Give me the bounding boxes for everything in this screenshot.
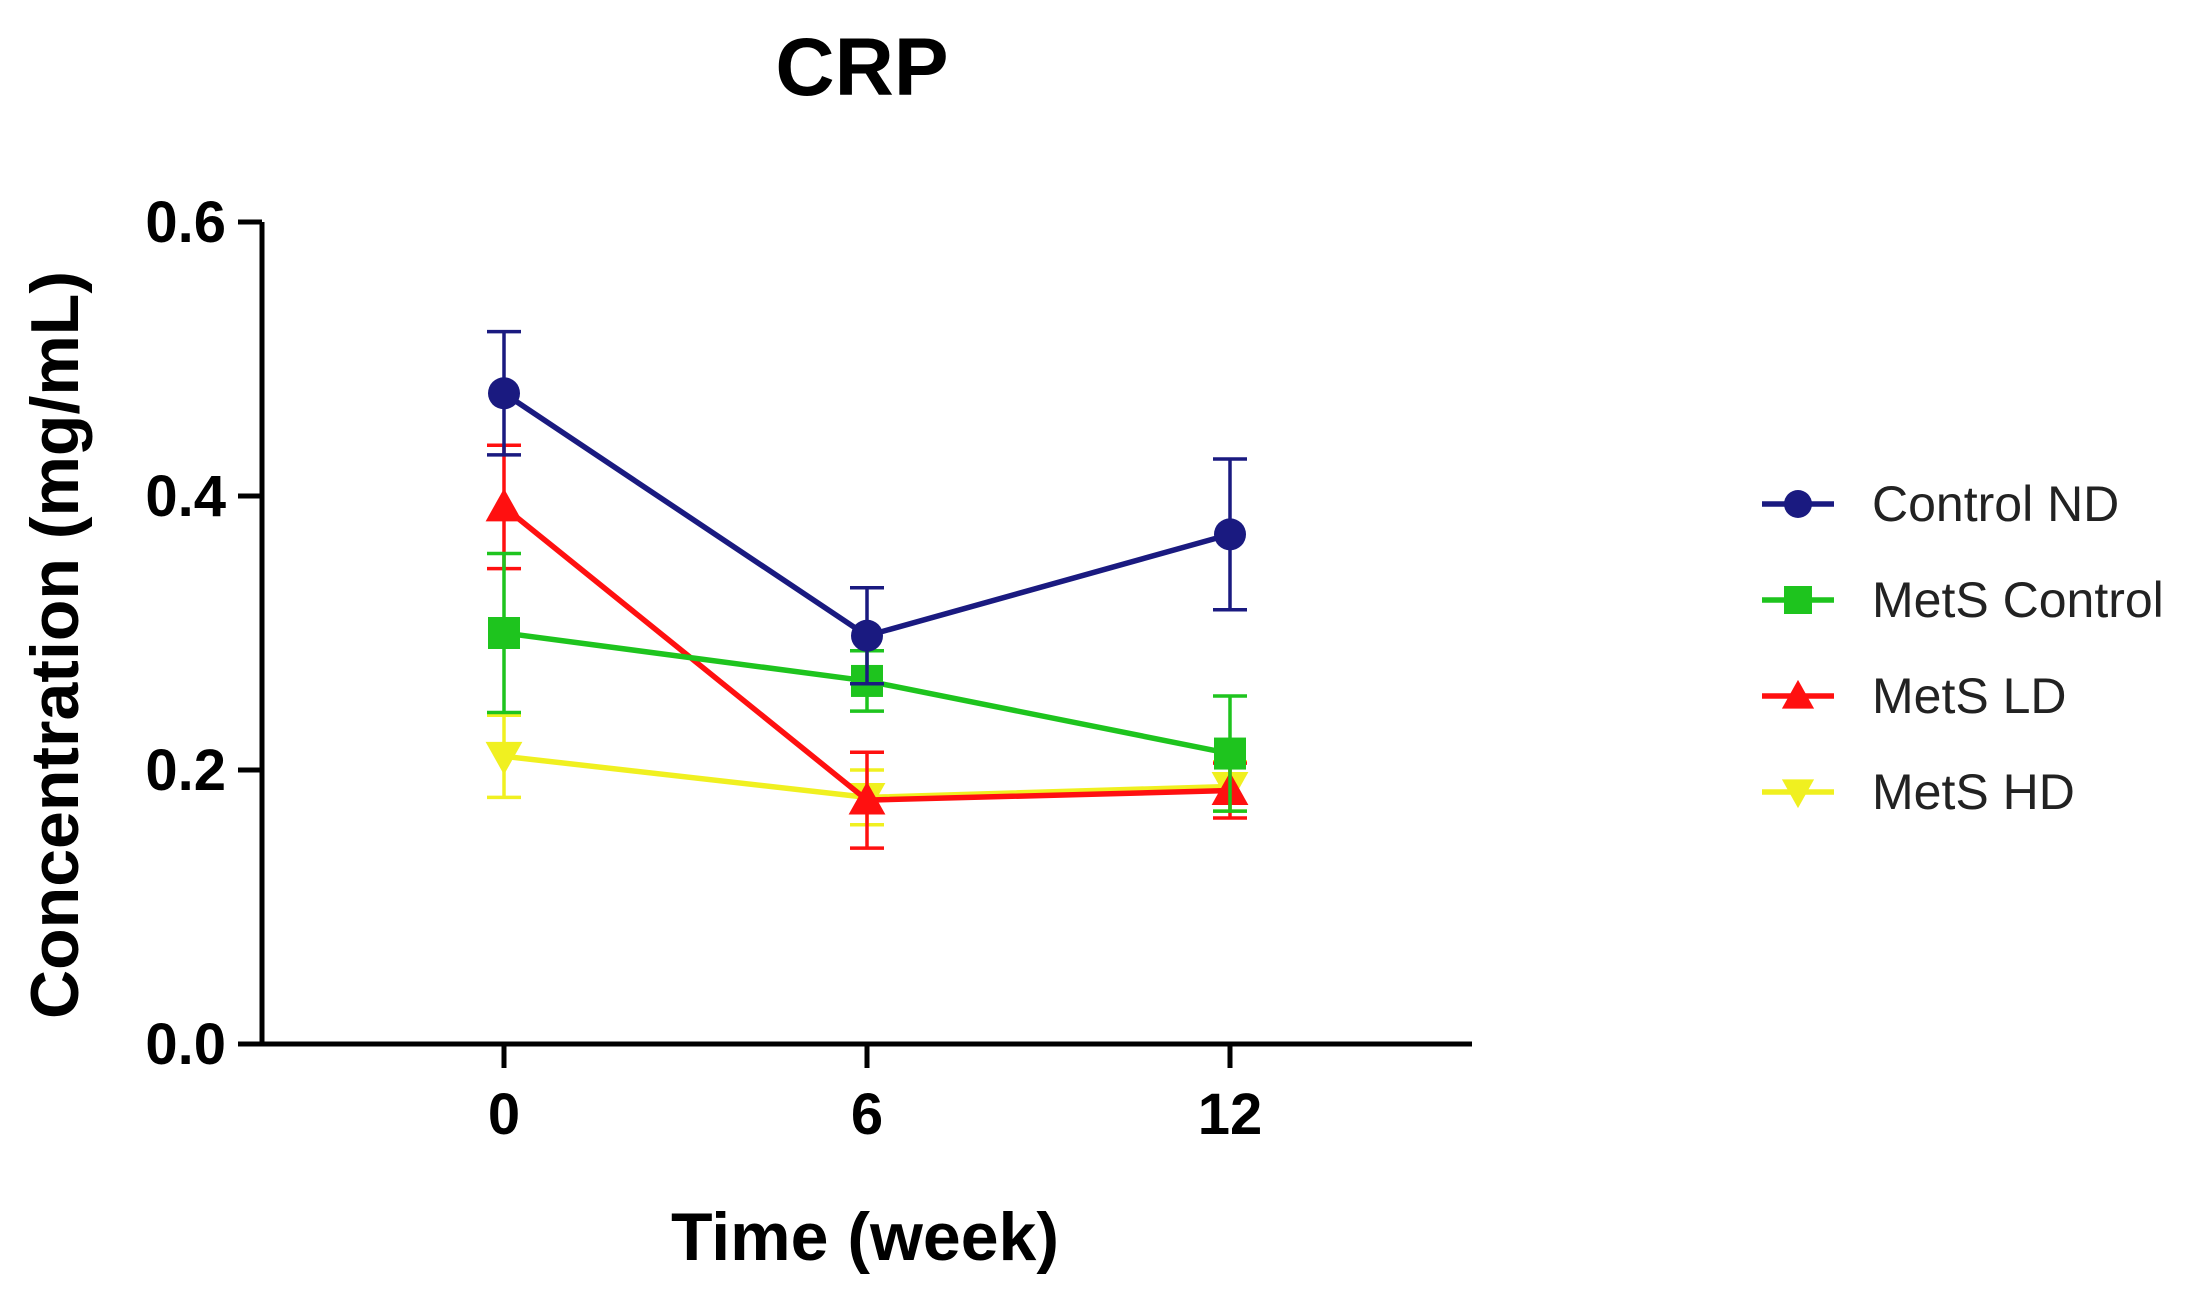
data-point [848, 781, 886, 815]
legend-item: MetS LD [1762, 668, 2067, 724]
x-tick-label: 0 [488, 1082, 520, 1147]
data-point [488, 617, 520, 649]
legend-label: Control ND [1872, 476, 2119, 532]
y-tick-label: 0.0 [145, 1012, 226, 1077]
legend-marker [1784, 586, 1812, 614]
legend-marker [1781, 779, 1815, 809]
data-point [488, 377, 520, 410]
legend-item: MetS Control [1762, 572, 2164, 628]
legend-label: MetS LD [1872, 668, 2067, 724]
series-control-nd [487, 329, 1247, 686]
data-point [1214, 737, 1246, 770]
x-axis-label: Time (week) [671, 1199, 1059, 1275]
legend-marker [1781, 679, 1815, 709]
x-tick-label: 6 [851, 1082, 883, 1147]
y-tick-label: 0.4 [145, 464, 226, 529]
x-tick-label: 12 [1198, 1082, 1263, 1147]
y-tick-label: 0.6 [145, 190, 226, 255]
legend-label: MetS Control [1872, 572, 2164, 628]
data-point [1214, 518, 1246, 551]
legend-label: MetS HD [1872, 764, 2075, 820]
chart-title: CRP [775, 22, 948, 113]
data-point [485, 741, 523, 775]
axes: 0.0 0.2 0.4 0.6 0 6 12 [145, 190, 1472, 1147]
legend-marker [1784, 490, 1812, 518]
y-tick-label: 0.2 [145, 738, 226, 803]
legend-item: MetS HD [1762, 764, 2075, 820]
data-point [851, 619, 883, 652]
y-axis-label: Concentration (mg/mL) [17, 271, 93, 1019]
legend-item: Control ND [1762, 476, 2119, 532]
legend: Control ND MetS Control MetS LD MetS HD [1762, 476, 2164, 820]
series-layer [485, 329, 1249, 850]
data-point [485, 488, 523, 522]
